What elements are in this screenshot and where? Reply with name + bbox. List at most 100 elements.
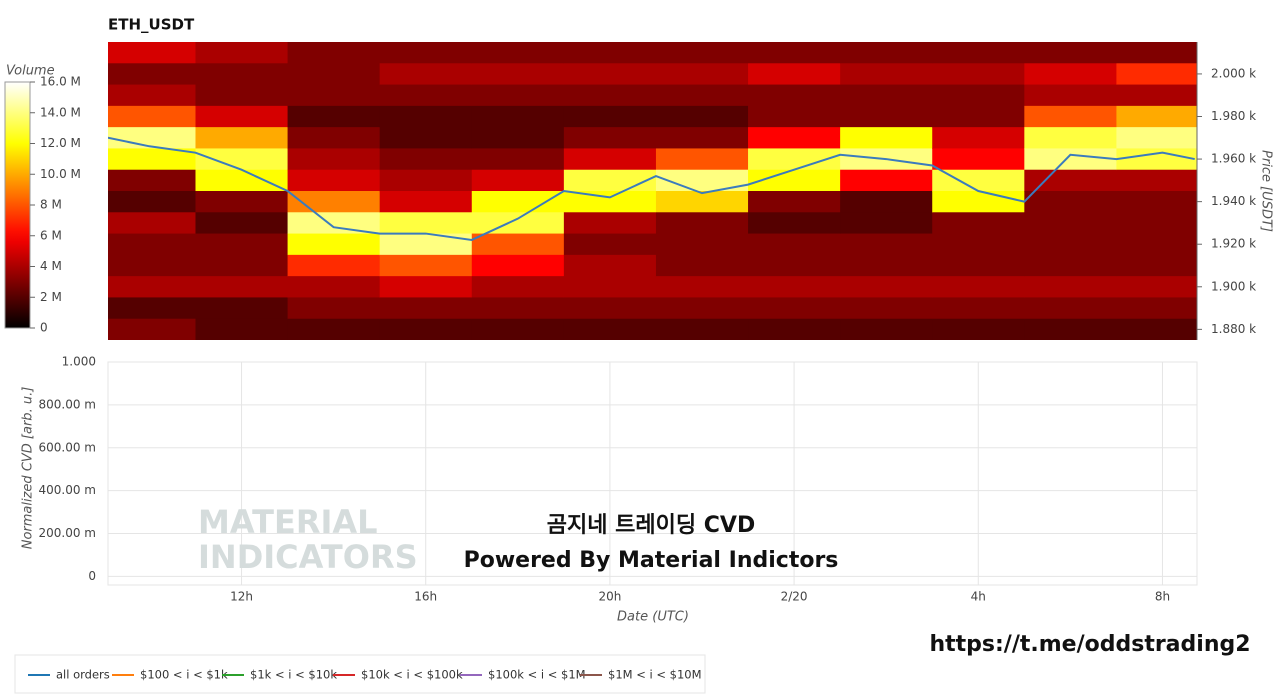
heatmap-cell xyxy=(471,318,565,340)
heatmap-cell xyxy=(195,191,289,213)
heatmap-cell xyxy=(1024,233,1117,256)
heatmap-cell xyxy=(748,297,841,320)
heatmap-cell xyxy=(1024,191,1117,213)
heatmap-cell xyxy=(1024,297,1117,320)
y-tick-label: 0 xyxy=(88,569,96,583)
heatmap-cell xyxy=(840,254,933,277)
heatmap-cell xyxy=(471,63,565,86)
heatmap-cell xyxy=(932,276,1025,298)
heatmap-cell xyxy=(748,276,841,298)
heatmap-cell xyxy=(471,212,565,235)
legend-label: $10k < i < $100k xyxy=(361,668,463,682)
heatmap-cell xyxy=(108,212,196,235)
heatmap-cell xyxy=(108,148,196,171)
x-tick-label: 20h xyxy=(598,590,621,604)
watermark: INDICATORS xyxy=(198,538,418,576)
heatmap-cell xyxy=(471,276,565,298)
y-tick-label: 600.00 m xyxy=(39,440,97,454)
heatmap-cell xyxy=(108,233,196,256)
x-axis-label: Date (UTC) xyxy=(617,610,689,625)
heatmap-cell xyxy=(1116,233,1197,256)
y-tick-label: 1.880 k xyxy=(1211,322,1256,336)
heatmap-cell xyxy=(1024,148,1117,171)
y-tick-label: 1.980 k xyxy=(1211,109,1256,123)
heatmap-cell xyxy=(1024,169,1117,192)
heatmap-cell xyxy=(195,318,289,340)
heatmap-cell xyxy=(655,42,749,64)
heatmap-cell xyxy=(655,148,749,171)
heatmap-cell xyxy=(108,84,196,107)
heatmap-cell xyxy=(563,318,657,340)
y-tick-label: 1.000 xyxy=(62,355,96,369)
heatmap-cell xyxy=(379,276,473,298)
heatmap-cell xyxy=(748,191,841,213)
y-tick-label: 800.00 m xyxy=(39,397,97,411)
heatmap-cell xyxy=(108,254,196,277)
heatmap-cell xyxy=(748,42,841,64)
heatmap-cell xyxy=(287,191,381,213)
heatmap-cell xyxy=(563,127,657,149)
heatmap-cell xyxy=(1024,212,1117,235)
heatmap-cell xyxy=(379,105,473,128)
y-tick-label: 200.00 m xyxy=(39,526,97,540)
heatmap-cell xyxy=(840,169,933,192)
legend-label: $1M < i < $10M xyxy=(608,668,702,682)
heatmap-cell xyxy=(840,191,933,213)
chart-title: ETH_USDT xyxy=(108,16,195,34)
heatmap-cell xyxy=(748,254,841,277)
heatmap-cell xyxy=(932,105,1025,128)
heatmap-cell xyxy=(471,169,565,192)
heatmap-cell xyxy=(1116,297,1197,320)
heatmap-cell xyxy=(1116,63,1197,86)
heatmap-cell xyxy=(655,318,749,340)
heatmap-cell xyxy=(195,233,289,256)
heatmap-cell xyxy=(1116,105,1197,128)
heatmap-cell xyxy=(932,212,1025,235)
heatmap-cell xyxy=(1116,318,1197,340)
heatmap-cell xyxy=(195,63,289,86)
heatmap-cell xyxy=(563,233,657,256)
heatmap-cell xyxy=(840,233,933,256)
legend-label: $1k < i < $10k xyxy=(250,668,337,682)
heatmap-cell xyxy=(1116,84,1197,107)
x-tick-label: 2/20 xyxy=(781,590,808,604)
heatmap-cell xyxy=(108,63,196,86)
annotation: Powered By Material Indictors xyxy=(464,548,839,573)
heatmap-cell xyxy=(108,297,196,320)
heatmap-cell xyxy=(932,233,1025,256)
heatmap-cell xyxy=(1024,42,1117,64)
heatmap-cell xyxy=(1024,318,1117,340)
heatmap-cell xyxy=(655,105,749,128)
price-line xyxy=(108,136,1195,241)
heatmap-cell xyxy=(379,127,473,149)
annotation: 곰지네 트레이딩 CVD xyxy=(547,513,755,538)
heatmap-cell xyxy=(287,212,381,235)
heatmap-cell xyxy=(655,254,749,277)
heatmap-cell xyxy=(287,169,381,192)
heatmap-cell xyxy=(563,42,657,64)
heatmap-cell xyxy=(563,191,657,213)
heatmap-cell xyxy=(1024,105,1117,128)
heatmap-cell xyxy=(287,318,381,340)
heatmap-cell xyxy=(108,127,196,149)
heatmap-cell xyxy=(932,191,1025,213)
heatmap-cell xyxy=(1116,254,1197,277)
heatmap-cell xyxy=(1116,148,1197,171)
heatmap-cell xyxy=(287,254,381,277)
x-tick-label: 16h xyxy=(414,590,437,604)
heatmap-cell xyxy=(563,276,657,298)
y-axis-label: Price [USDT] xyxy=(1259,150,1274,232)
heatmap-cell xyxy=(471,84,565,107)
heatmap-cell xyxy=(840,105,933,128)
heatmap-cell xyxy=(195,42,289,64)
x-tick-label: 12h xyxy=(230,590,253,604)
colorbar xyxy=(4,81,31,329)
heatmap-cell xyxy=(287,276,381,298)
heatmap-cell xyxy=(840,127,933,149)
y-tick-label: 1.960 k xyxy=(1211,152,1256,166)
heatmap-cell xyxy=(563,212,657,235)
heatmap-cell xyxy=(840,84,933,107)
link[interactable]: https://t.me/oddstrading2 xyxy=(929,632,1250,657)
heatmap-cell xyxy=(287,42,381,64)
